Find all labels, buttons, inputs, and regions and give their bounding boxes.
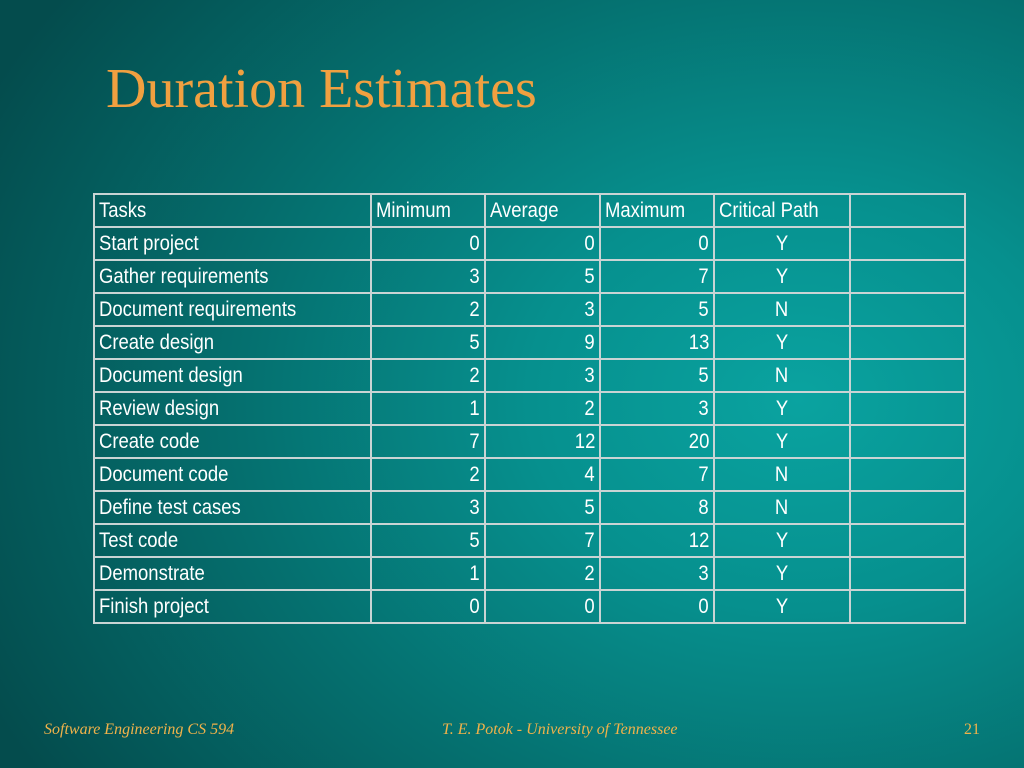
critical-path-cell: Y	[713, 556, 851, 591]
critical-path-cell: Y	[713, 325, 851, 360]
minimum-cell: 0	[370, 226, 486, 261]
footer-author: T. E. Potok - University of Tennessee	[442, 721, 678, 738]
empty-cell	[849, 457, 966, 492]
table-row: Document code 2 4 7 N	[93, 457, 966, 492]
task-name-cell: Document design	[93, 358, 372, 393]
empty-cell	[849, 589, 966, 624]
maximum-cell: 5	[599, 292, 715, 327]
average-cell: 0	[484, 589, 601, 624]
empty-cell	[849, 259, 966, 294]
task-name-cell: Review design	[93, 391, 372, 426]
empty-cell	[849, 523, 966, 558]
average-cell: 5	[484, 490, 601, 525]
column-header-critical-path: Critical Path	[713, 193, 851, 228]
maximum-cell: 3	[599, 556, 715, 591]
task-name-cell: Gather requirements	[93, 259, 372, 294]
duration-estimates-table: Tasks Minimum Average Maximum Critical P…	[93, 193, 966, 624]
average-cell: 9	[484, 325, 601, 360]
average-cell: 4	[484, 457, 601, 492]
column-header-empty	[849, 193, 966, 228]
empty-cell	[849, 325, 966, 360]
task-name-cell: Define test cases	[93, 490, 372, 525]
critical-path-cell: N	[713, 358, 851, 393]
empty-cell	[849, 292, 966, 327]
task-name-cell: Document requirements	[93, 292, 372, 327]
duration-table-container: Tasks Minimum Average Maximum Critical P…	[93, 193, 966, 624]
maximum-cell: 20	[599, 424, 715, 459]
average-cell: 7	[484, 523, 601, 558]
critical-path-cell: Y	[713, 259, 851, 294]
task-name-cell: Demonstrate	[93, 556, 372, 591]
minimum-cell: 3	[370, 259, 486, 294]
maximum-cell: 3	[599, 391, 715, 426]
critical-path-cell: N	[713, 292, 851, 327]
column-header-minimum: Minimum	[370, 193, 486, 228]
table-row: Gather requirements 3 5 7 Y	[93, 259, 966, 294]
average-cell: 3	[484, 358, 601, 393]
task-name-cell: Start project	[93, 226, 372, 261]
critical-path-cell: Y	[713, 226, 851, 261]
critical-path-cell: Y	[713, 523, 851, 558]
table-row: Demonstrate 1 2 3 Y	[93, 556, 966, 591]
average-cell: 3	[484, 292, 601, 327]
minimum-cell: 7	[370, 424, 486, 459]
minimum-cell: 5	[370, 325, 486, 360]
minimum-cell: 1	[370, 556, 486, 591]
empty-cell	[849, 391, 966, 426]
maximum-cell: 7	[599, 457, 715, 492]
column-header-tasks: Tasks	[93, 193, 372, 228]
minimum-cell: 0	[370, 589, 486, 624]
table-header-row: Tasks Minimum Average Maximum Critical P…	[93, 193, 966, 228]
average-cell: 2	[484, 556, 601, 591]
task-name-cell: Create design	[93, 325, 372, 360]
footer-page-number: 21	[964, 721, 980, 738]
critical-path-cell: N	[713, 457, 851, 492]
task-name-cell: Finish project	[93, 589, 372, 624]
critical-path-cell: N	[713, 490, 851, 525]
task-name-cell: Document code	[93, 457, 372, 492]
minimum-cell: 2	[370, 358, 486, 393]
maximum-cell: 8	[599, 490, 715, 525]
table-row: Test code 5 7 12 Y	[93, 523, 966, 558]
average-cell: 5	[484, 259, 601, 294]
minimum-cell: 2	[370, 457, 486, 492]
empty-cell	[849, 556, 966, 591]
table-row: Review design 1 2 3 Y	[93, 391, 966, 426]
average-cell: 2	[484, 391, 601, 426]
empty-cell	[849, 490, 966, 525]
minimum-cell: 1	[370, 391, 486, 426]
table-row: Define test cases 3 5 8 N	[93, 490, 966, 525]
maximum-cell: 7	[599, 259, 715, 294]
table-row: Create design 5 9 13 Y	[93, 325, 966, 360]
maximum-cell: 13	[599, 325, 715, 360]
table-row: Start project 0 0 0 Y	[93, 226, 966, 261]
table-row: Create code 7 12 20 Y	[93, 424, 966, 459]
critical-path-cell: Y	[713, 589, 851, 624]
minimum-cell: 5	[370, 523, 486, 558]
empty-cell	[849, 226, 966, 261]
task-name-cell: Create code	[93, 424, 372, 459]
footer-course-name: Software Engineering CS 594	[44, 721, 235, 738]
column-header-maximum: Maximum	[599, 193, 715, 228]
critical-path-cell: Y	[713, 391, 851, 426]
maximum-cell: 12	[599, 523, 715, 558]
minimum-cell: 3	[370, 490, 486, 525]
critical-path-cell: Y	[713, 424, 851, 459]
minimum-cell: 2	[370, 292, 486, 327]
empty-cell	[849, 424, 966, 459]
average-cell: 0	[484, 226, 601, 261]
maximum-cell: 0	[599, 589, 715, 624]
average-cell: 12	[484, 424, 601, 459]
task-name-cell: Test code	[93, 523, 372, 558]
slide-title: Duration Estimates	[106, 58, 537, 120]
empty-cell	[849, 358, 966, 393]
maximum-cell: 5	[599, 358, 715, 393]
table-row: Document design 2 3 5 N	[93, 358, 966, 393]
table-row: Finish project 0 0 0 Y	[93, 589, 966, 624]
column-header-average: Average	[484, 193, 601, 228]
table-row: Document requirements 2 3 5 N	[93, 292, 966, 327]
maximum-cell: 0	[599, 226, 715, 261]
